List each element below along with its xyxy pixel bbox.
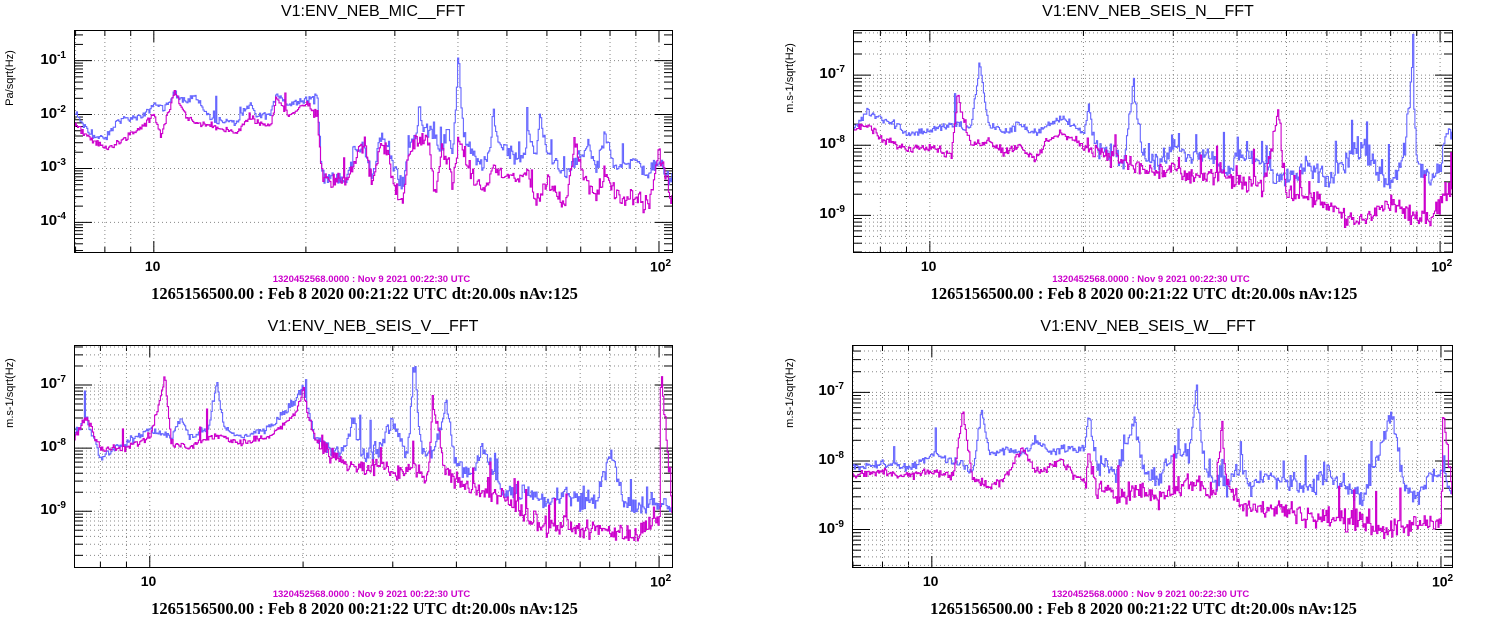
reference-timestamp-legend: 1265156500.00 : Feb 8 2020 00:21:22 UTC … [930,599,1357,618]
plot-area [74,30,673,253]
chart-title: V1:ENV_NEB_SEIS_N__FFT [1042,3,1254,20]
y-tick-base: 10 [818,450,836,468]
y-tick-label: 10-9 [795,204,845,222]
y-tick-exponent: -8 [57,437,66,449]
x-tick-exponent: 2 [665,258,672,269]
plot-frame [852,345,1453,568]
series-line-current [74,90,673,214]
y-tick-label: 10-2 [16,104,66,122]
plot-frame [74,345,673,568]
y-tick-label: 10-4 [16,211,66,229]
y-tick-base: 10 [40,212,58,230]
x-tick-base: 10 [920,258,937,274]
series-line-reference [74,366,673,514]
y-tick-base: 10 [818,382,836,400]
y-tick-label: 10-8 [16,437,66,455]
y-tick-base: 10 [40,374,58,392]
y-tick-exponent: -2 [57,103,66,115]
plot-area [853,30,1453,253]
x-tick-base: 10 [140,573,157,589]
y-tick-exponent: -4 [57,211,66,223]
y-tick-label: 10-3 [16,157,66,175]
current-timestamp-legend: 1320452568.0000 : Nov 9 2021 00:22:30 UT… [1052,274,1250,285]
x-tick-label: 10 [145,258,161,274]
x-tick-base: 10 [922,573,939,589]
y-tick-label: 10-9 [794,519,844,537]
y-axis-label: Pa/sqrt(Hz) [4,50,16,106]
plot-area [74,345,673,568]
chart-title: V1:ENV_NEB_SEIS_W__FFT [1040,318,1256,335]
y-tick-label: 10-9 [16,500,66,518]
y-tick-exponent: -1 [57,49,66,61]
y-tick-exponent: -9 [836,204,845,216]
x-tick-label: 102 [1431,258,1452,275]
y-tick-label: 10-7 [16,374,66,392]
x-tick-label: 10 [923,573,939,589]
y-tick-exponent: -9 [835,518,844,530]
y-tick-exponent: -7 [835,381,844,393]
x-tick-exponent: 2 [1447,573,1454,584]
x-tick-exponent: 2 [1446,258,1453,269]
y-tick-exponent: -7 [57,373,66,385]
y-tick-base: 10 [819,135,837,153]
reference-timestamp-legend: 1265156500.00 : Feb 8 2020 00:21:22 UTC … [151,599,578,618]
y-tick-exponent: -8 [836,134,845,146]
current-timestamp-legend: 1320452568.0000 : Nov 9 2021 00:22:30 UT… [272,589,471,600]
reference-timestamp-legend: 1265156500.00 : Feb 8 2020 00:21:22 UTC … [930,284,1358,303]
x-tick-exponent: 2 [665,573,672,584]
y-tick-exponent: -7 [836,64,845,76]
y-tick-base: 10 [40,104,58,122]
y-tick-label: 10-8 [795,134,845,152]
y-tick-label: 10-7 [794,381,844,399]
x-tick-base: 10 [1431,573,1448,590]
x-tick-label: 10 [141,573,157,589]
x-tick-label: 102 [1432,573,1453,590]
current-timestamp-legend: 1320452568.0000 : Nov 9 2021 00:22:30 UT… [1051,589,1250,600]
x-tick-label: 10 [921,258,937,274]
x-tick-base: 10 [649,258,666,275]
y-tick-base: 10 [40,50,58,68]
series-line-current [853,94,1453,228]
x-tick-label: 102 [650,573,671,590]
y-tick-base: 10 [40,501,58,519]
series-line-current [74,376,673,542]
x-tick-base: 10 [1431,258,1447,275]
series-line-current [852,411,1453,539]
reference-timestamp-legend: 1265156500.00 : Feb 8 2020 00:21:22 UTC … [151,284,578,303]
y-tick-base: 10 [40,158,58,176]
y-tick-exponent: -3 [57,157,66,169]
x-tick-base: 10 [144,258,161,274]
y-axis-label: m.s-1/sqrt(Hz) [4,358,16,428]
plot-area [852,345,1453,568]
y-tick-label: 10-1 [16,50,66,68]
current-timestamp-legend: 1320452568.0000 : Nov 9 2021 00:22:30 UT… [272,274,471,285]
plot-frame [74,30,673,253]
y-tick-base: 10 [818,519,836,537]
y-tick-base: 10 [40,438,58,456]
y-tick-label: 10-8 [794,450,844,468]
chart-title: V1:ENV_NEB_SEIS_V__FFT [267,318,479,335]
y-tick-exponent: -8 [835,449,844,461]
y-tick-base: 10 [819,205,837,223]
y-tick-exponent: -9 [57,500,66,512]
series-line-reference [853,33,1453,189]
series-line-reference [74,57,673,190]
x-tick-label: 102 [650,258,671,275]
y-tick-label: 10-7 [795,64,845,82]
y-tick-base: 10 [819,65,837,83]
chart-title: V1:ENV_NEB_MIC__FFT [280,3,466,20]
plot-frame [853,30,1453,253]
x-tick-base: 10 [650,573,666,590]
